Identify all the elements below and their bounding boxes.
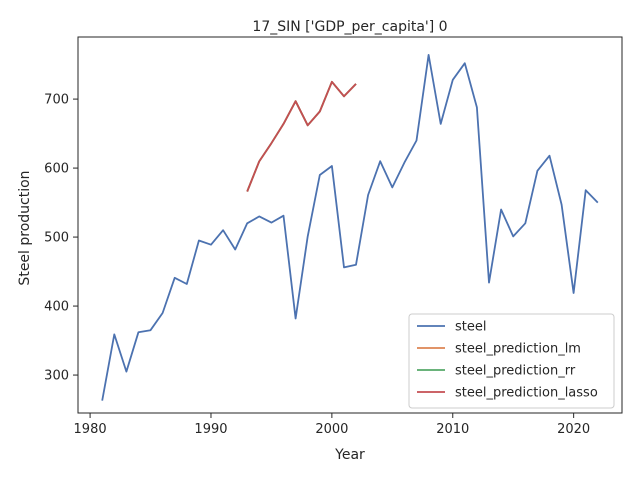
legend-label: steel [455, 320, 486, 335]
y-tick-label: 700 [44, 93, 69, 108]
y-tick-label: 400 [44, 300, 69, 315]
y-tick-label: 500 [44, 231, 69, 246]
legend: steel steel_prediction_lm steel_prediction… [408, 313, 615, 409]
y-axis-label: Steel production [17, 170, 33, 285]
legend-box [408, 313, 615, 409]
y-axis: 300 400 500 600 700 [44, 93, 78, 384]
x-axis: 1980 1990 2000 2010 2020 [74, 413, 590, 437]
legend-label: steel_prediction_lm [455, 342, 581, 357]
series-line-steel-prediction-lm [246, 80, 357, 192]
chart-title: 17_SIN ['GDP_per_capita'] 0 [252, 19, 447, 35]
series-line-steel-prediction-lasso [246, 80, 357, 192]
series-line-steel-prediction-rr [246, 80, 357, 192]
x-tick-label: 1980 [74, 422, 107, 437]
y-tick-label: 300 [44, 369, 69, 384]
x-tick-label: 2010 [436, 422, 469, 437]
x-tick-label: 2020 [557, 422, 590, 437]
series-layer [101, 54, 599, 401]
series-line-steel [101, 54, 599, 401]
x-axis-label: Year [334, 447, 365, 463]
x-tick-label: 1990 [194, 422, 227, 437]
legend-label: steel_prediction_rr [455, 364, 576, 379]
x-tick-label: 2000 [315, 422, 348, 437]
y-tick-label: 600 [44, 162, 69, 177]
plot-frame [77, 36, 623, 414]
legend-label: steel_prediction_lasso [455, 386, 598, 401]
